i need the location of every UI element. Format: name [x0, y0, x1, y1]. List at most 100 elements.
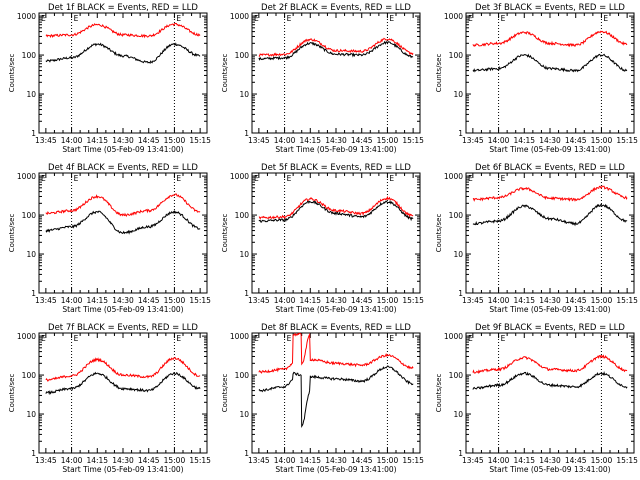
marker-e-label: E [254, 334, 259, 343]
x-tick-label: 13:45 [248, 296, 270, 305]
marker-e-label: E [603, 14, 608, 23]
x-tick-label: 14:45 [138, 456, 160, 465]
series-line-events [472, 53, 628, 73]
x-tick-label: 15:15 [616, 296, 638, 305]
marker-e-label: E [254, 174, 259, 183]
plot-frame [251, 332, 421, 454]
y-tick-label: 1000 [17, 332, 36, 341]
chart-title: Det 8f BLACK = Events, RED = LLD [261, 323, 411, 333]
x-tick-label: 14:45 [565, 136, 587, 145]
chart-title: Det 6f BLACK = Events, RED = LLD [475, 163, 625, 173]
plot-frame [465, 12, 635, 134]
y-tick-label: 10 [26, 90, 36, 99]
x-tick-label: 14:30 [112, 456, 134, 465]
x-tick-label: 13:45 [462, 296, 484, 305]
chart-title: Det 9f BLACK = Events, RED = LLD [475, 323, 625, 333]
x-tick-label: 14:30 [539, 136, 561, 145]
x-tick-label: 15:00 [164, 456, 186, 465]
marker-e-label: E [254, 14, 259, 23]
marker-e-label: E [41, 174, 46, 183]
x-tick-label: 15:00 [591, 456, 613, 465]
y-tick-label: 100 [235, 51, 250, 60]
series-line-events [258, 365, 414, 429]
series-line-events [45, 371, 201, 396]
x-tick-label: 14:00 [488, 456, 510, 465]
plot-frame [251, 172, 421, 294]
x-tick-label: 14:45 [565, 296, 587, 305]
x-tick-label: 14:30 [325, 296, 347, 305]
x-tick-label: 14:30 [539, 456, 561, 465]
chart-title: Det 3f BLACK = Events, RED = LLD [475, 3, 625, 13]
x-tick-label: 14:15 [299, 136, 321, 145]
x-tick-label: 15:00 [377, 136, 399, 145]
series-line-lld [45, 22, 201, 39]
chart-title: Det 2f BLACK = Events, RED = LLD [261, 3, 411, 13]
series-line-lld [472, 185, 628, 202]
x-tick-label: 14:30 [112, 296, 134, 305]
x-tick-label: 14:45 [351, 456, 373, 465]
x-tick-label: 14:45 [351, 296, 373, 305]
series-line-lld [472, 354, 628, 374]
y-tick-label: 1 [458, 289, 463, 298]
x-tick-label: 15:00 [591, 136, 613, 145]
y-tick-label: 100 [449, 211, 464, 220]
marker-e-label: E [176, 334, 181, 343]
series-line-events [472, 371, 628, 390]
series-line-events [45, 42, 201, 65]
marker-e-label: E [41, 14, 46, 23]
series-line-lld [258, 37, 414, 58]
y-tick-label: 100 [235, 211, 250, 220]
y-tick-label: 1000 [17, 12, 36, 21]
y-tick-label: 1 [244, 289, 249, 298]
y-tick-label: 1000 [230, 332, 249, 341]
y-axis-label: Counts/sec [221, 374, 229, 413]
x-tick-label: 14:00 [61, 136, 83, 145]
x-axis-label: Start Time (05-Feb-09 13:41:00) [275, 305, 396, 314]
x-tick-label: 14:00 [61, 296, 83, 305]
x-tick-label: 15:00 [377, 296, 399, 305]
marker-e-label: E [287, 14, 292, 23]
y-tick-label: 1 [31, 129, 36, 138]
marker-e-label: E [41, 334, 46, 343]
y-axis-label: Counts/sec [221, 214, 229, 253]
x-tick-label: 14:15 [299, 456, 321, 465]
series-line-lld [45, 193, 201, 217]
marker-e-label: E [603, 174, 608, 183]
series-line-lld [45, 356, 201, 382]
marker-e-label: E [287, 334, 292, 343]
x-tick-label: 14:15 [299, 296, 321, 305]
x-tick-label: 15:15 [402, 296, 424, 305]
x-tick-label: 13:45 [462, 456, 484, 465]
y-tick-label: 1000 [230, 172, 249, 181]
x-tick-label: 15:15 [402, 136, 424, 145]
marker-e-label: E [74, 174, 79, 183]
x-tick-label: 14:00 [61, 456, 83, 465]
x-tick-label: 14:30 [325, 456, 347, 465]
series-line-events [258, 40, 414, 61]
x-tick-label: 13:45 [248, 136, 270, 145]
marker-e-label: E [74, 14, 79, 23]
y-tick-label: 1 [244, 129, 249, 138]
marker-e-label: E [501, 334, 506, 343]
x-tick-label: 14:15 [513, 296, 535, 305]
x-tick-label: 14:45 [138, 136, 160, 145]
x-tick-label: 14:15 [86, 296, 108, 305]
x-tick-label: 14:30 [325, 136, 347, 145]
x-tick-label: 14:00 [488, 296, 510, 305]
x-tick-label: 15:15 [189, 456, 211, 465]
x-tick-label: 14:00 [488, 136, 510, 145]
y-axis-label: Counts/sec [435, 374, 443, 413]
y-tick-label: 100 [235, 371, 250, 380]
series-line-lld [472, 30, 628, 48]
plot-frame [251, 12, 421, 134]
plot-frame [38, 12, 208, 134]
y-axis-label: Counts/sec [8, 214, 16, 253]
x-axis-label: Start Time (05-Feb-09 13:41:00) [489, 465, 610, 474]
y-tick-label: 10 [453, 90, 463, 99]
x-tick-label: 14:15 [513, 136, 535, 145]
y-tick-label: 1000 [444, 332, 463, 341]
